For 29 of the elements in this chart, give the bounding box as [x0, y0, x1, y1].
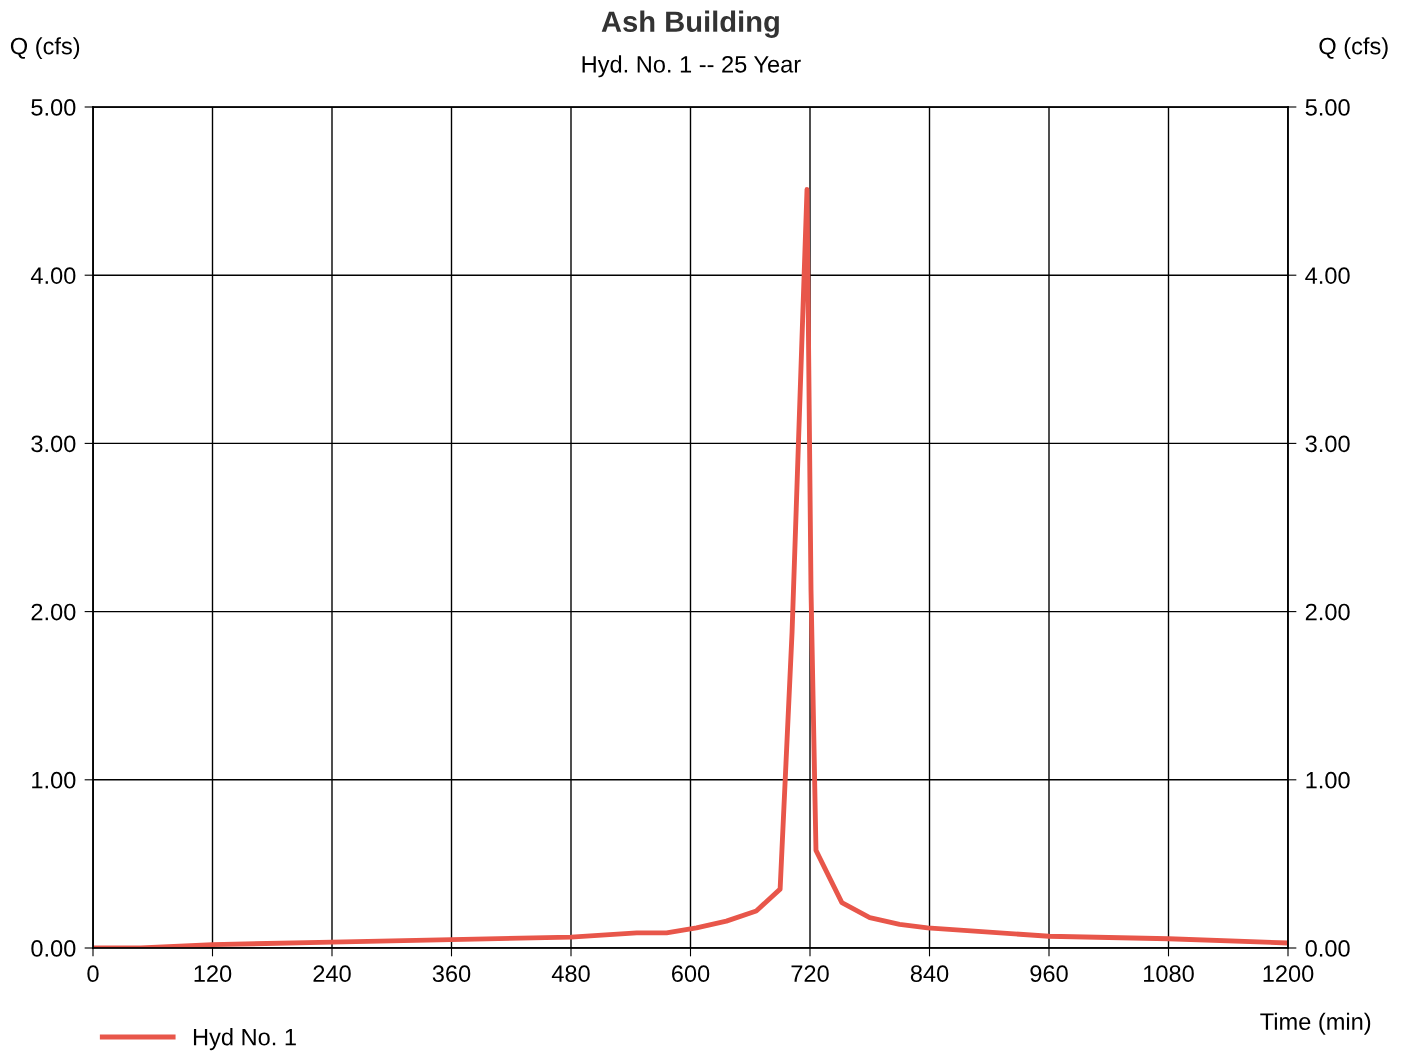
y2-tick-label: 0.00	[1305, 940, 1350, 957]
x-tick-label: 480	[551, 965, 590, 983]
y-tick-label: 4.00	[30, 267, 76, 284]
x-axis-title: Time (min)	[1260, 1012, 1371, 1035]
x-tick-label: 120	[194, 965, 232, 983]
y2-tick-label: 5.00	[1305, 99, 1350, 116]
y2-tick-label: 3.00	[1305, 435, 1350, 453]
y2-tick-label: 4.00	[1305, 267, 1350, 284]
y-tick-label: 0.00	[31, 940, 76, 957]
y2-tick-label: 2.00	[1305, 603, 1350, 621]
x-tick-label: 1080	[1144, 965, 1194, 983]
x-tick-label: 240	[313, 965, 351, 983]
x-tick-label: 1200	[1263, 965, 1314, 983]
y-tick-label: 3.00	[31, 435, 76, 453]
y-axis-title: Q (cfs)	[10, 37, 80, 60]
x-tick-label: 360	[432, 965, 471, 983]
x-tick-label: 840	[910, 965, 949, 983]
y2-axis-title: Q (cfs)	[1319, 37, 1388, 60]
x-tick-label: 600	[672, 965, 710, 983]
legend-label: Hyd No. 1	[193, 1028, 296, 1051]
y-tick-label: 5.00	[31, 99, 76, 116]
chart-title: Ash Building	[601, 10, 779, 38]
chart-subtitle: Hyd. No. 1 -- 25 Year	[582, 55, 801, 78]
y-tick-label: 2.00	[31, 603, 76, 621]
y2-tick-label: 1.00	[1306, 771, 1350, 789]
y-tick-label: 1.00	[32, 771, 76, 789]
x-tick-label: 720	[791, 965, 829, 983]
x-tick-label: 960	[1030, 965, 1068, 983]
x-tick-label: 0	[87, 965, 99, 983]
